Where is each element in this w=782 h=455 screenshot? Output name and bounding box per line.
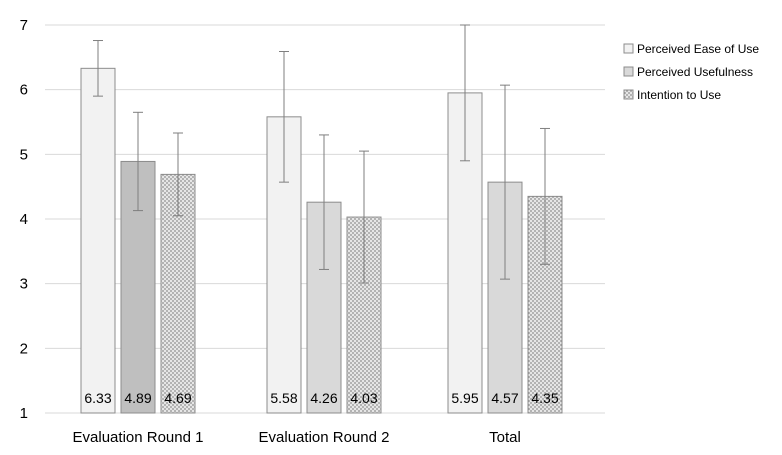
data-label-2-2: 4.35 [531, 390, 558, 406]
error-bars [93, 24, 550, 284]
legend-label-1: Perceived Usefulness [637, 65, 753, 79]
data-labels: 6.33 5.58 5.95 4.89 4.26 4.57 4.69 4.03 4.35 [84, 390, 558, 406]
y-tick-label-1: 1 [20, 405, 28, 422]
bar-2-2 [527, 195, 563, 414]
x-category-label-2: Total [489, 429, 521, 446]
y-axis-tick-labels: 1 2 3 4 5 6 7 [20, 17, 28, 422]
y-tick-label-4: 4 [20, 211, 28, 228]
legend-swatch-1 [623, 66, 634, 77]
x-category-label-1: Evaluation Round 2 [259, 429, 390, 446]
data-label-0-1: 5.58 [270, 390, 297, 406]
y-tick-label-7: 7 [20, 17, 28, 34]
data-label-0-0: 6.33 [84, 390, 111, 406]
bar-2-1 [346, 216, 382, 414]
y-tick-label-5: 5 [20, 146, 28, 163]
y-tick-label-3: 3 [20, 276, 28, 293]
data-label-1-0: 4.89 [124, 390, 151, 406]
legend-label-0: Perceived Ease of Use [637, 42, 759, 56]
error-bar-1-2 [500, 84, 510, 280]
data-label-0-2: 5.95 [451, 390, 478, 406]
error-bar-2-1 [359, 150, 369, 284]
data-label-2-0: 4.69 [164, 390, 191, 406]
bars [80, 67, 563, 414]
error-bar-0-2 [460, 24, 470, 162]
y-tick-label-2: 2 [20, 340, 28, 357]
x-category-label-0: Evaluation Round 1 [73, 429, 204, 446]
y-tick-label-6: 6 [20, 82, 28, 99]
bar-0-0 [80, 67, 116, 414]
legend-label-2: Intention to Use [637, 88, 721, 102]
data-label-2-1: 4.03 [350, 390, 377, 406]
legend-swatch-0 [623, 43, 634, 54]
legend-swatch-2 [623, 89, 634, 100]
error-bar-1-1 [319, 134, 329, 270]
legend: Perceived Ease of Use Perceived Usefulnes… [623, 42, 759, 102]
x-axis-category-labels: Evaluation Round 1 Evaluation Round 2 Tota… [73, 429, 521, 446]
error-bar-2-2 [540, 127, 550, 265]
data-label-1-2: 4.57 [491, 390, 518, 406]
error-bar-2-0 [173, 132, 183, 217]
error-bar-0-1 [279, 51, 289, 183]
data-label-1-1: 4.26 [310, 390, 337, 406]
error-bar-1-0 [133, 111, 143, 212]
error-bar-0-0 [93, 40, 103, 97]
